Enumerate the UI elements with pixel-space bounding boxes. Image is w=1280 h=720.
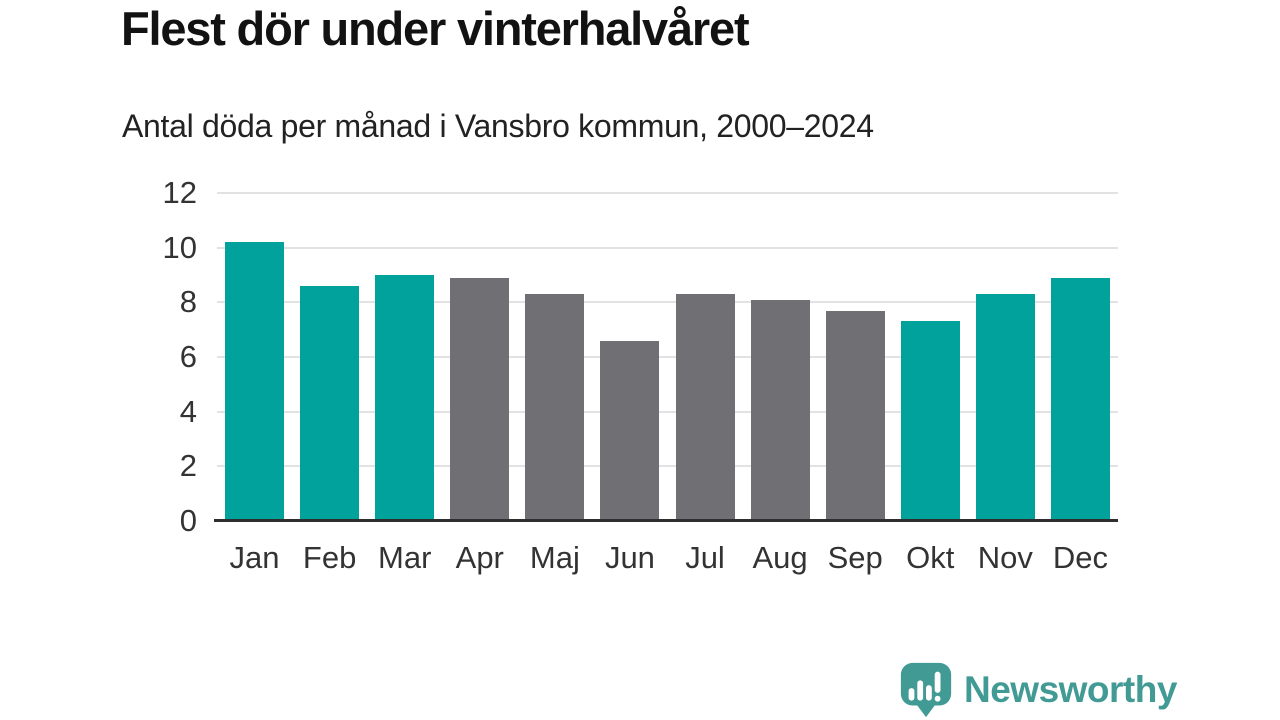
y-tick-label-12: 12 [162, 175, 197, 210]
gridline-y6 [217, 356, 1118, 358]
y-tick-label-4: 4 [179, 393, 197, 429]
gridline-y4 [217, 410, 1118, 413]
bar-jun [600, 340, 660, 521]
plot-area [214, 192, 1118, 522]
bar-apr [450, 277, 510, 521]
gridline-y10 [217, 246, 1118, 249]
x-axis-line [214, 519, 1118, 522]
x-tick-label-aug: Aug [752, 540, 808, 575]
x-tick-label-jul: Jul [685, 540, 725, 575]
bar-jul [675, 294, 735, 521]
bar-dec [1050, 277, 1110, 521]
x-tick-label-mar: Mar [378, 540, 432, 575]
bar-jan [225, 242, 285, 521]
gridline-y8 [217, 301, 1118, 304]
y-tick-label-10: 10 [162, 229, 197, 265]
chart-title: Flest dör under vinterhalvåret [121, 2, 750, 55]
bar-mar [375, 275, 435, 521]
x-tick-label-jun: Jun [604, 540, 655, 575]
gridline-y2 [217, 465, 1118, 468]
bar-sep [825, 310, 885, 521]
x-tick-label-apr: Apr [455, 540, 504, 575]
x-tick-label-sep: Sep [827, 540, 883, 575]
bar-okt [900, 321, 960, 521]
x-tick-label-jan: Jan [229, 540, 280, 575]
y-tick-label-6: 6 [179, 339, 197, 374]
y-tick-label-8: 8 [179, 284, 197, 320]
bar-maj [525, 294, 585, 521]
newsworthy-logo-icon [900, 662, 952, 718]
newsworthy-logo: Newsworthy [897, 661, 1177, 719]
x-axis: Jan Feb Mar Apr Maj Jun Jul Aug Sep Okt Nov Dec [217, 540, 1118, 576]
x-tick-label-maj: Maj [529, 540, 580, 575]
bar-nov [975, 294, 1035, 521]
x-tick-label-feb: Feb [302, 540, 357, 575]
y-tick-label-0: 0 [179, 503, 197, 538]
x-tick-label-okt: Okt [906, 540, 955, 575]
chart-subtitle: Antal döda per månad i Vansbro kommun, 2… [122, 108, 874, 144]
bar-feb [300, 285, 360, 521]
y-axis: 0 2 4 6 8 10 12 [90, 176, 197, 538]
newsworthy-logo-text: Newsworthy [964, 669, 1177, 710]
bar-aug [750, 299, 810, 521]
gridline-y12 [217, 192, 1118, 194]
x-tick-label-nov: Nov [977, 540, 1033, 575]
y-tick-label-2: 2 [179, 448, 197, 484]
x-tick-label-dec: Dec [1052, 540, 1108, 575]
